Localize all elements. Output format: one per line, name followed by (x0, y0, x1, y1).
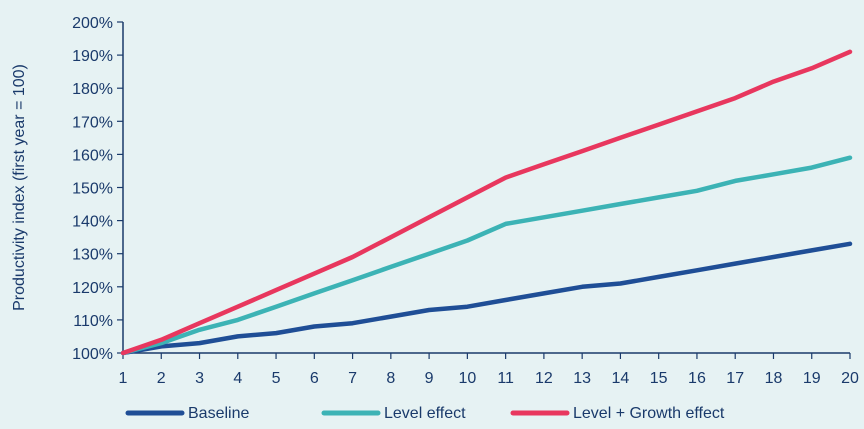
legend-label: Level effect (384, 405, 466, 422)
x-tick-label: 8 (386, 370, 395, 387)
x-tick-label: 4 (233, 370, 242, 387)
x-tick-label: 13 (573, 370, 591, 387)
x-tick-label: 10 (458, 370, 476, 387)
series-line-baseline (120, 241, 853, 356)
x-tick-label: 2 (157, 370, 166, 387)
legend-label: Baseline (188, 405, 249, 422)
x-tick-label: 12 (535, 370, 553, 387)
x-tick-label: 6 (310, 370, 319, 387)
x-tick-label: 9 (425, 370, 434, 387)
x-tick-label: 16 (688, 370, 706, 387)
x-tick-label: 3 (195, 370, 204, 387)
x-tick-label: 11 (497, 370, 514, 387)
x-tick-label: 18 (765, 370, 783, 387)
y-tick-label: 150% (72, 181, 113, 198)
series-group (120, 49, 853, 356)
x-tick-label: 20 (841, 370, 859, 387)
x-tick-label: 5 (272, 370, 281, 387)
y-tick-label: 180% (72, 81, 113, 98)
y-axis-title: Productivity index (first year = 100) (11, 64, 28, 311)
x-tick-label: 7 (348, 370, 357, 387)
y-tick-label: 110% (73, 313, 113, 330)
y-tick-group: 100% 110% 120% 130% 140% 150% 160% 170% 180% 190%… (72, 15, 123, 363)
y-tick-label: 160% (72, 147, 113, 164)
x-tick-group: 1 2 3 4 5 6 7 8 9 10 11 12 13 14 15 16 17 18 19 20 (119, 353, 859, 387)
y-tick-label: 120% (72, 280, 113, 297)
x-tick-label: 15 (650, 370, 668, 387)
x-tick-label: 1 (119, 370, 128, 387)
x-tick-label: 14 (612, 370, 630, 387)
y-tick-label: 100% (72, 346, 113, 363)
legend-label: Level + Growth effect (573, 405, 725, 422)
y-tick-label: 170% (72, 114, 113, 131)
y-tick-label: 190% (72, 48, 113, 65)
x-tick-label: 19 (803, 370, 821, 387)
series-line-level-effect (120, 155, 853, 356)
y-tick-label: 140% (72, 214, 113, 231)
x-tick-label: 17 (726, 370, 744, 387)
series-line-level-growth-effect (120, 49, 853, 356)
legend: Baseline Level effect Level + Growth effec… (125, 405, 725, 422)
y-tick-label: 130% (72, 247, 113, 264)
y-tick-label: 200% (72, 15, 113, 32)
